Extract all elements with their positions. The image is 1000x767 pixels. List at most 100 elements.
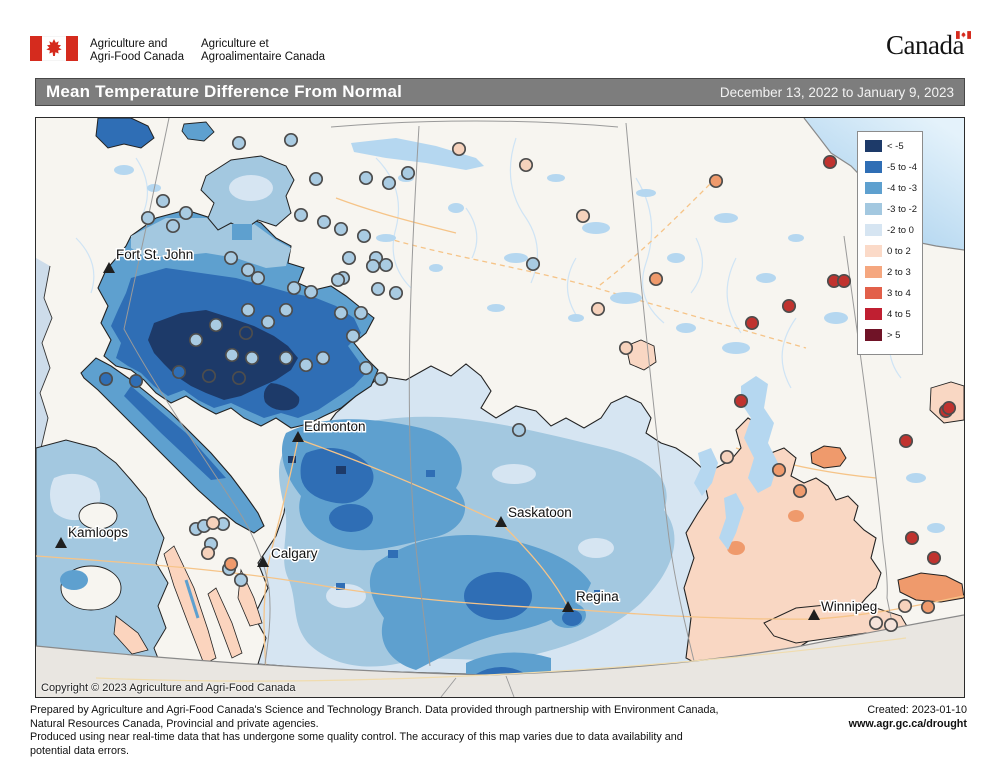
station-dot <box>155 193 171 209</box>
station-dot <box>250 270 266 286</box>
station-dot <box>240 302 256 318</box>
station-dot <box>341 250 357 266</box>
city-label: Edmonton <box>304 419 366 434</box>
station-dot <box>140 210 156 226</box>
map-area: Fort St. John Edmonton Kamloops Calgary Sask… <box>35 117 965 698</box>
station-dot <box>315 350 331 366</box>
city-marker <box>495 516 507 527</box>
canada-wordmark: Canada <box>886 30 971 61</box>
legend-row: -4 to -3 <box>865 182 918 194</box>
city-label: Kamloops <box>68 525 128 540</box>
legend-label: -2 to 0 <box>887 224 914 236</box>
legend-row: 4 to 5 <box>865 308 916 320</box>
legend-row: > 5 <box>865 329 916 341</box>
station-dot <box>883 617 899 633</box>
city-label: Winnipeg <box>821 599 877 614</box>
station-dot <box>868 615 884 631</box>
station-dot <box>618 340 634 356</box>
city-marker <box>55 537 67 548</box>
station-dot <box>238 325 254 341</box>
station-dot <box>128 373 144 389</box>
city-label: Saskatoon <box>508 505 572 520</box>
canada-flag-icon <box>30 36 78 61</box>
legend-swatch <box>865 140 882 152</box>
legend-row: -5 to -4 <box>865 161 918 173</box>
station-dot <box>205 515 221 531</box>
station-dot <box>333 221 349 237</box>
station-dot <box>575 208 591 224</box>
usa-region <box>36 615 964 697</box>
station-dot <box>223 250 239 266</box>
legend-row: -3 to -2 <box>865 203 918 215</box>
station-dot <box>590 301 606 317</box>
station-dot <box>171 364 187 380</box>
map-title: Mean Temperature Difference From Normal <box>46 82 403 101</box>
city-label: Fort St. John <box>116 247 193 262</box>
station-dot <box>208 317 224 333</box>
wordmark-flag-icon <box>956 31 971 39</box>
legend-swatch <box>865 266 882 278</box>
station-dot <box>223 556 239 572</box>
station-dot <box>744 315 760 331</box>
station-dot <box>648 271 664 287</box>
legend-swatch <box>865 182 882 194</box>
legend-row: 0 to 2 <box>865 245 916 257</box>
station-dot <box>358 360 374 376</box>
city-marker <box>257 556 269 567</box>
station-dot <box>356 228 372 244</box>
ne-bc-complex <box>97 155 379 429</box>
stations-layer <box>98 132 957 633</box>
station-dot <box>303 284 319 300</box>
legend-swatch <box>865 203 882 215</box>
station-dot <box>278 350 294 366</box>
region-sw-bc <box>36 439 169 667</box>
station-dot <box>240 262 256 278</box>
legend-label: -4 to -3 <box>887 182 918 194</box>
us-border <box>36 614 964 676</box>
station-dot <box>836 273 852 289</box>
station-dot <box>400 165 416 181</box>
station-dot <box>897 598 913 614</box>
station-dot <box>708 173 724 189</box>
station-dot <box>165 218 181 234</box>
station-dot <box>388 285 404 301</box>
station-dot <box>378 257 394 273</box>
drought-url[interactable]: www.agr.gc.ca/drought <box>848 717 967 730</box>
station-dot <box>231 370 247 386</box>
city-marker <box>808 609 820 620</box>
legend-label: 0 to 2 <box>887 245 911 257</box>
created-date: Created: 2023-01-10 <box>867 704 967 716</box>
legend-swatch <box>865 287 882 299</box>
station-dot <box>188 332 204 348</box>
station-dot <box>771 462 787 478</box>
station-dot <box>822 154 838 170</box>
legend-row: < -5 <box>865 140 916 152</box>
station-dot <box>178 205 194 221</box>
bc-valleys-peach <box>113 545 263 665</box>
footer-line2: Natural Resources Canada, Provincial and… <box>30 717 319 730</box>
orange-blob-east <box>897 572 964 603</box>
station-dot <box>353 305 369 321</box>
department-name-fr: Agriculture et Agroalimentaire Canada <box>201 38 326 63</box>
legend-label: -3 to -2 <box>887 203 918 215</box>
station-dot <box>308 171 324 187</box>
footer-line3: Produced using near real-time data that … <box>30 731 683 757</box>
station-dot <box>792 483 808 499</box>
station-dot <box>451 141 467 157</box>
station-dot <box>278 302 294 318</box>
station-dot <box>293 207 309 223</box>
legend-row: -2 to 0 <box>865 224 916 236</box>
station-dot <box>298 357 314 373</box>
legend-row: 3 to 4 <box>865 287 916 299</box>
station-dot <box>260 314 276 330</box>
station-dot <box>920 599 936 615</box>
station-dot <box>200 545 216 561</box>
city-label: Regina <box>576 589 619 604</box>
legend-label: 4 to 5 <box>887 308 911 320</box>
station-dot <box>231 135 247 151</box>
legend-row: 2 to 3 <box>865 266 916 278</box>
orange-blob-ne <box>810 445 847 469</box>
station-dot <box>224 347 240 363</box>
station-dot <box>373 371 389 387</box>
legend-label: -5 to -4 <box>887 161 918 173</box>
